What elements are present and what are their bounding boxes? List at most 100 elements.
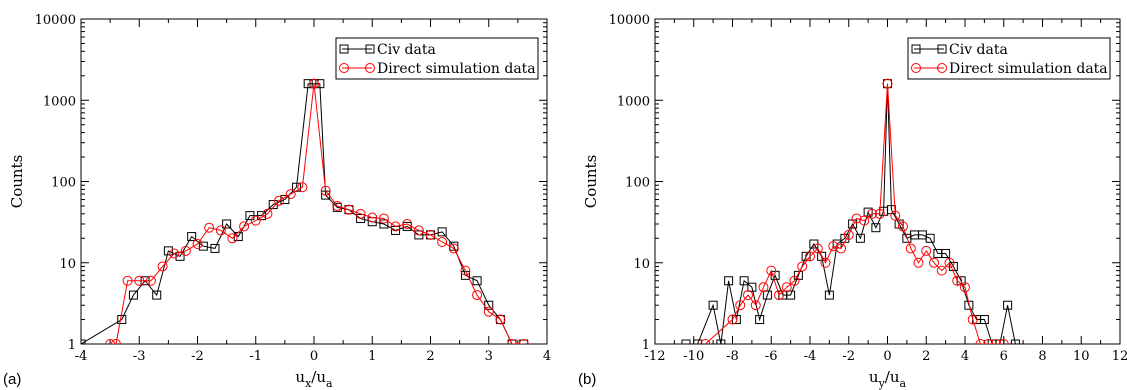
legend: Civ data Direct simulation data — [335, 37, 539, 80]
data-point — [128, 290, 138, 300]
data-point — [1003, 300, 1013, 310]
series-civ — [81, 79, 529, 344]
y-axis-label: Counts — [582, 155, 600, 209]
data-point — [472, 276, 482, 286]
data-point — [693, 339, 703, 344]
data-point — [518, 339, 529, 344]
y-tick-label: 1000 — [43, 94, 76, 109]
x-axis-label: ux/ua — [295, 368, 333, 390]
x-axis-label-part: /u — [311, 368, 326, 386]
data-point — [198, 241, 208, 251]
data-point — [991, 339, 1001, 344]
data-point — [163, 246, 173, 256]
data-point — [747, 282, 757, 292]
data-point — [192, 239, 203, 250]
chart-panel-b: -12 -10 -8 -6 -4 -2 0 2 4 6 8 10 12 1 10 100 1000 10000 Co… — [578, 13, 1127, 390]
data-point — [882, 78, 893, 89]
x-tick-label: -6 — [765, 349, 778, 364]
x-axis-label-subscript: x — [305, 377, 312, 390]
data-point — [507, 339, 518, 344]
data-point — [378, 213, 389, 224]
data-point — [708, 300, 718, 310]
x-tick-label: -3 — [133, 349, 146, 364]
data-point — [681, 339, 691, 344]
x-tick-label: 0 — [883, 349, 891, 364]
data-point — [257, 211, 267, 221]
data-point — [781, 282, 792, 293]
data-point — [157, 261, 168, 272]
data-point — [460, 265, 471, 276]
data-point — [495, 314, 506, 325]
data-point — [995, 339, 1005, 344]
legend-marker — [911, 44, 921, 54]
data-point — [180, 245, 191, 256]
data-point — [936, 265, 947, 276]
data-point — [859, 215, 870, 226]
x-axis-label-subscript: a — [326, 377, 333, 390]
data-point — [402, 218, 413, 229]
series-line — [110, 83, 524, 344]
data-point — [743, 290, 753, 301]
data-point — [898, 221, 908, 232]
x-tick-label: 3 — [485, 349, 493, 364]
data-point — [812, 243, 823, 254]
x-axis-label-part: /u — [885, 368, 900, 386]
data-point — [356, 214, 366, 224]
data-point — [222, 219, 232, 229]
legend-marker — [339, 44, 349, 54]
x-tick-label: -2 — [191, 349, 204, 364]
y-tick-label: 1 — [68, 338, 76, 353]
data-point — [874, 208, 885, 219]
data-point — [425, 229, 436, 240]
legend-marker — [937, 44, 947, 54]
data-point — [789, 275, 800, 286]
legend-marker — [937, 63, 947, 73]
data-point — [262, 208, 273, 219]
data-point — [332, 200, 343, 211]
data-point — [437, 227, 447, 237]
data-point — [766, 265, 777, 276]
legend-entry-direct-simulation: Direct simulation data — [911, 61, 1108, 77]
data-point — [390, 221, 401, 232]
y-tick-label: 10000 — [35, 13, 76, 28]
data-point — [297, 182, 308, 193]
data-point — [315, 79, 325, 89]
data-point — [303, 79, 313, 89]
legend-label: Direct simulation data — [377, 61, 536, 77]
data-point — [309, 78, 319, 89]
data-point — [355, 208, 366, 219]
panel-label: (b) — [578, 371, 596, 388]
data-point — [724, 276, 734, 286]
data-point — [960, 282, 970, 293]
data-point — [1010, 339, 1020, 344]
data-point — [472, 290, 483, 301]
series-line — [81, 83, 524, 344]
y-axis-label: Counts — [8, 155, 26, 209]
y-tick-label: 10 — [633, 257, 650, 272]
data-point — [890, 210, 901, 221]
data-point — [786, 290, 796, 300]
data-point — [975, 339, 986, 344]
x-axis-label-subscript: a — [900, 377, 907, 390]
x-axis-label-part: u — [295, 368, 305, 386]
data-point — [925, 233, 935, 243]
series-line — [686, 83, 1016, 344]
data-point — [204, 222, 215, 233]
data-point — [820, 257, 831, 268]
data-point — [755, 315, 765, 325]
data-point — [367, 212, 378, 223]
data-point — [739, 276, 749, 286]
data-point — [797, 261, 808, 272]
data-point — [735, 300, 746, 311]
data-point — [413, 225, 424, 236]
legend-entry-civ: Civ data — [339, 42, 436, 58]
x-tick-label: 1 — [368, 349, 376, 364]
data-point — [941, 248, 951, 258]
data-point — [105, 339, 116, 344]
data-point — [967, 314, 978, 325]
data-point — [913, 257, 924, 268]
data-point — [944, 257, 955, 268]
data-point — [855, 233, 865, 243]
data-point — [210, 243, 220, 253]
